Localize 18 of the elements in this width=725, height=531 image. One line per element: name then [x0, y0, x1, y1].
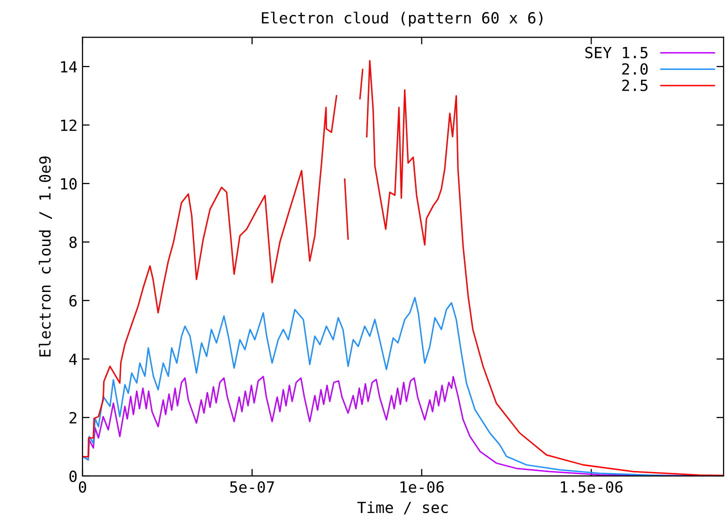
x-axis-title: Time / sec	[357, 501, 448, 514]
legend-label: SEY 1.5	[585, 46, 648, 58]
x-tick-label: 1e-06	[400, 481, 444, 493]
y-tick-label: 0	[69, 470, 77, 482]
y-axis-title: Electron cloud / 1.0e9	[38, 156, 52, 356]
y-tick-label: 10	[61, 178, 77, 190]
y-tick-label: 2	[70, 412, 76, 424]
y-tick-label: 4	[69, 354, 77, 365]
legend-label: 2.5	[622, 80, 648, 92]
y-tick-label: 6	[69, 295, 77, 307]
y-tick-label: 12	[61, 120, 76, 131]
x-tick-label: 1.5e-06	[560, 481, 622, 493]
y-tick-label: 8	[69, 236, 77, 248]
x-tick-label: 5e-07	[230, 481, 274, 493]
y-tick-label: 14	[61, 61, 77, 72]
x-tick-label: 0	[78, 481, 86, 493]
legend-label: 2.0	[622, 63, 648, 75]
chart-title: Electron cloud (pattern 60 x 6)	[262, 12, 542, 27]
